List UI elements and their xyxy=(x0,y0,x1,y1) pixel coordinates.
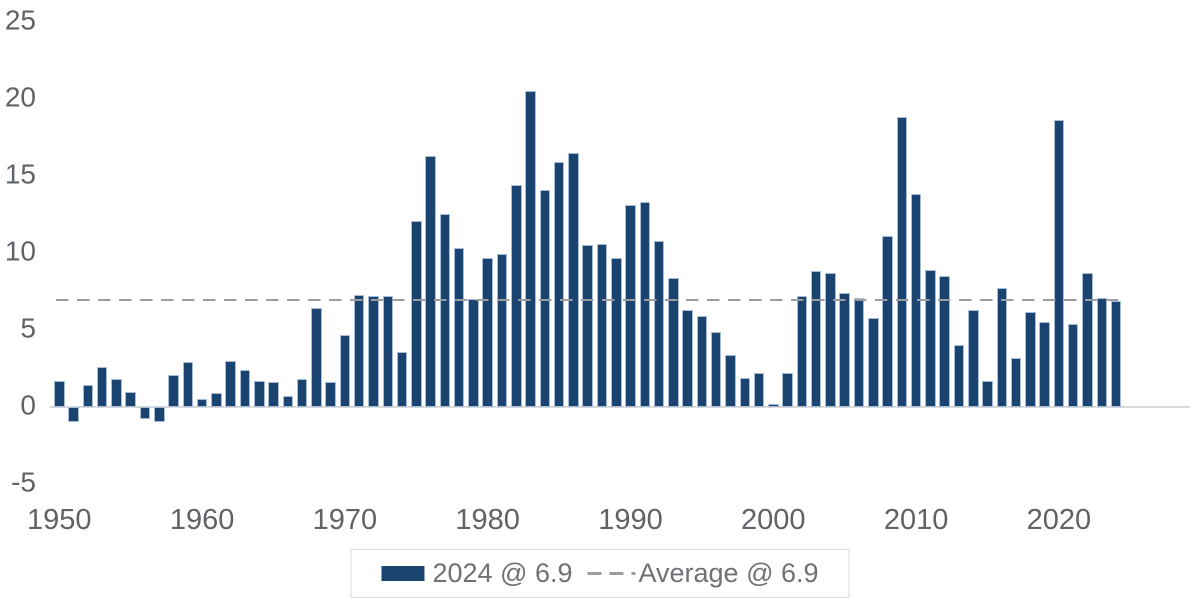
bar-1950 xyxy=(54,380,65,407)
bar-1999 xyxy=(753,373,765,407)
bar-2011 xyxy=(925,269,936,407)
y-axis-tick-label: 10 xyxy=(4,235,36,267)
bar-2001 xyxy=(782,373,793,407)
bar-1959 xyxy=(182,362,194,407)
bar-1966 xyxy=(282,396,293,407)
legend-average-label: Average @ 6.9 xyxy=(638,558,819,588)
x-axis-tick-label: 2000 xyxy=(741,504,806,536)
bar-1990 xyxy=(625,205,636,407)
bar-1992 xyxy=(653,240,665,407)
bar-1977 xyxy=(439,214,451,407)
x-axis-tick-label: 1970 xyxy=(312,504,378,536)
bar-1967 xyxy=(296,379,308,407)
bar-1984 xyxy=(539,189,551,407)
bar-1994 xyxy=(682,309,693,407)
x-axis-tick-label: 2020 xyxy=(1026,504,1092,536)
bar-1968 xyxy=(311,308,322,407)
bar-2019 xyxy=(1039,322,1050,407)
bar-1972 xyxy=(368,296,379,407)
bar-1973 xyxy=(382,296,393,407)
bar-2002 xyxy=(796,296,808,407)
x-axis-tick-label: 2010 xyxy=(883,504,949,536)
bar-1997 xyxy=(725,354,736,407)
bar-1980 xyxy=(482,257,493,407)
bar-1961 xyxy=(211,393,222,407)
bar-2012 xyxy=(939,276,950,407)
bar-1989 xyxy=(611,257,622,407)
bar-2020 xyxy=(1053,120,1065,407)
bar-1955 xyxy=(125,391,136,407)
bar-1958 xyxy=(168,374,179,407)
bar-2024 xyxy=(1110,300,1122,407)
y-axis-tick-label: 15 xyxy=(4,158,36,190)
bar-1971 xyxy=(353,294,365,407)
bar-1983 xyxy=(525,91,536,407)
bar-2000 xyxy=(768,403,779,407)
bar-2008 xyxy=(882,235,893,407)
bar-1960 xyxy=(196,399,208,407)
y-axis-tick-label: 0 xyxy=(20,389,36,421)
bar-1969 xyxy=(325,382,336,407)
bar-1975 xyxy=(411,220,422,407)
bar-2004 xyxy=(825,272,836,407)
bar-1962 xyxy=(225,360,236,407)
x-axis-tick-label: 1980 xyxy=(455,504,520,536)
bar-1954 xyxy=(111,379,122,407)
bar-1988 xyxy=(596,243,608,407)
bar-2013 xyxy=(953,345,965,407)
bar-1982 xyxy=(511,185,522,407)
legend: 2024 @ 6.9 Average @ 6.9 xyxy=(350,549,850,598)
bar-1956 xyxy=(139,407,151,420)
bar-2016 xyxy=(996,288,1007,407)
bar-2018 xyxy=(1025,311,1036,407)
bar-1964 xyxy=(254,380,265,407)
average-line xyxy=(56,298,1122,302)
bar-2006 xyxy=(853,297,865,407)
bar-1978 xyxy=(453,248,465,407)
bar-2017 xyxy=(1010,357,1022,407)
bar-2014 xyxy=(968,309,979,407)
bar-1979 xyxy=(468,299,479,407)
y-axis-tick-label: -5 xyxy=(11,466,36,498)
bar-1996 xyxy=(710,331,722,407)
y-axis-tick-label: 25 xyxy=(4,4,36,36)
x-axis-tick-label: 1960 xyxy=(169,504,235,536)
bar-1957 xyxy=(154,407,165,423)
bar-2003 xyxy=(810,271,822,407)
bar-2015 xyxy=(982,380,993,407)
bar-1998 xyxy=(739,377,750,407)
bar-2023 xyxy=(1096,297,1107,407)
bar-2007 xyxy=(868,317,879,407)
bar-1987 xyxy=(582,245,593,407)
bar-1976 xyxy=(425,155,436,407)
bar-2005 xyxy=(839,293,850,407)
bar-1981 xyxy=(496,254,508,407)
x-axis-tick-label: 1990 xyxy=(598,504,663,536)
legend-series-label: 2024 @ 6.9 xyxy=(432,558,573,588)
legend-series-swatch-icon xyxy=(381,566,425,581)
bar-1970 xyxy=(339,334,351,407)
legend-average-dash-icon xyxy=(587,572,636,575)
bar-1965 xyxy=(268,382,279,407)
bar-1985 xyxy=(553,162,565,407)
y-axis-tick-label: 20 xyxy=(4,81,36,113)
bar-1974 xyxy=(396,351,408,407)
bar-2021 xyxy=(1067,323,1079,407)
bar-1951 xyxy=(68,407,79,423)
bar-1952 xyxy=(82,385,94,407)
bar-2022 xyxy=(1082,272,1093,407)
bar-1963 xyxy=(239,370,251,407)
y-axis-tick-label: 5 xyxy=(20,312,36,344)
bar-1995 xyxy=(696,316,708,407)
bar-1953 xyxy=(96,366,108,407)
bar-1993 xyxy=(668,277,679,407)
bar-1986 xyxy=(568,152,579,407)
bar-2009 xyxy=(896,117,908,407)
bar-1991 xyxy=(639,202,650,407)
x-axis-tick-label: 1950 xyxy=(27,504,92,536)
